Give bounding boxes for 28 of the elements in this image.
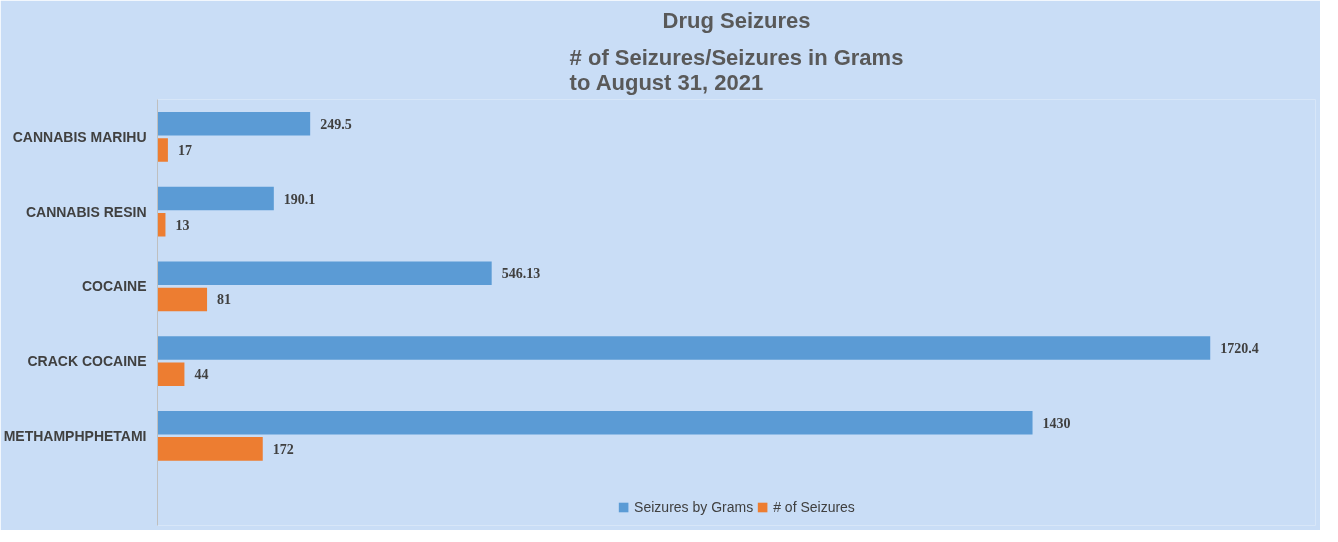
data-label: 44 [194, 367, 209, 383]
data-label: 546.13 [501, 266, 541, 282]
data-label: 249.5 [320, 116, 352, 132]
bar [157, 261, 492, 286]
bar [157, 362, 185, 386]
legend-label: Seizures by Grams [634, 499, 754, 515]
y-tick-label: CANNABIS RESIN [25, 203, 147, 220]
y-tick-label: CANNABIS MARIHU [12, 128, 147, 145]
data-label: 190.1 [283, 191, 316, 207]
bar [157, 186, 274, 211]
legend-label: # of Seizures [773, 499, 855, 515]
bar [157, 437, 263, 461]
bar [157, 138, 168, 162]
data-label: 1430 [1042, 415, 1071, 431]
data-label: 1720.4 [1220, 341, 1259, 356]
data-label: 172 [272, 441, 294, 457]
y-tick-label: METHAMPHPHETAMI [3, 427, 147, 444]
chart-subtitle: # of Seizures/Seizures in Grams to August 31, 2021 [569, 44, 904, 95]
data-label: 81 [217, 292, 232, 308]
data-label: 13 [175, 217, 190, 233]
y-tick-label: COCAINE [81, 278, 147, 295]
bar [157, 112, 311, 136]
chart-title: Drug Seizures [662, 7, 811, 33]
bar [157, 410, 1033, 435]
bar [157, 287, 208, 312]
data-label: 17 [177, 142, 192, 158]
y-tick-label: CRACK COCAINE [27, 353, 147, 370]
bar [157, 336, 1211, 360]
